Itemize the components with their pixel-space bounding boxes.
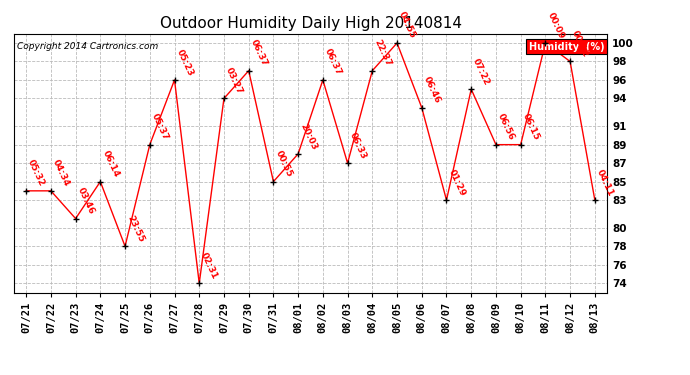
Text: 03:27: 03:27 [224, 66, 244, 96]
Text: 06:14: 06:14 [100, 149, 121, 179]
Text: 03:46: 03:46 [76, 186, 96, 216]
Text: 04:55: 04:55 [397, 10, 417, 40]
Text: 06:37: 06:37 [323, 47, 343, 77]
Text: 22:37: 22:37 [373, 38, 393, 68]
Text: 02:31: 02:31 [199, 251, 219, 280]
Text: 00:12: 00:12 [570, 29, 590, 59]
Title: Outdoor Humidity Daily High 20140814: Outdoor Humidity Daily High 20140814 [159, 16, 462, 31]
Text: 05:32: 05:32 [26, 159, 46, 188]
Text: 05:23: 05:23 [175, 48, 195, 77]
Text: 06:15: 06:15 [521, 112, 541, 142]
Text: 23:55: 23:55 [125, 214, 146, 243]
Text: Humidity  (%): Humidity (%) [529, 42, 604, 51]
Text: 06:46: 06:46 [422, 75, 442, 105]
Text: 07:22: 07:22 [471, 57, 491, 86]
Text: 04:11: 04:11 [595, 168, 615, 197]
Text: 20:03: 20:03 [298, 122, 318, 151]
Text: 06:56: 06:56 [496, 112, 516, 142]
Text: 06:33: 06:33 [348, 131, 368, 160]
Text: 06:37: 06:37 [248, 38, 269, 68]
Text: 04:34: 04:34 [51, 158, 71, 188]
Text: 01:29: 01:29 [446, 168, 466, 197]
Text: 00:09: 00:09 [545, 11, 566, 40]
Text: 00:55: 00:55 [273, 149, 293, 179]
Text: 05:37: 05:37 [150, 112, 170, 142]
Text: Copyright 2014 Cartronics.com: Copyright 2014 Cartronics.com [17, 42, 158, 51]
